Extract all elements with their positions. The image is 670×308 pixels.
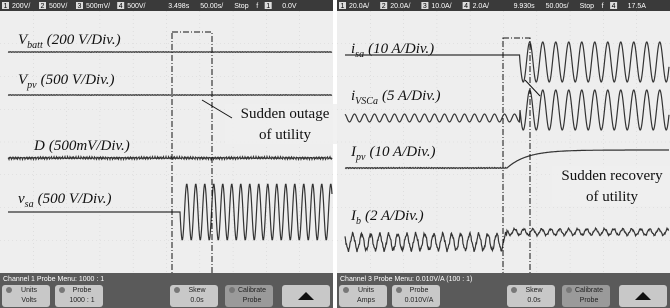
button-label: Units: [358, 287, 374, 294]
trace-scale: (2 A/Div.): [365, 208, 424, 224]
menu-title: Channel 3 Probe Menu: 0.010V/A (100 : 1): [340, 276, 472, 283]
channel-number: 3: [78, 3, 82, 10]
trace-subscript: b: [356, 216, 361, 227]
channel-scale: 500V/: [49, 3, 67, 10]
button-knob: [396, 287, 402, 293]
button-knob: [229, 287, 235, 293]
trace-subscript: sa: [25, 199, 34, 210]
status-trigger-level: 17.5A: [628, 3, 647, 10]
button-label: Calibrate: [575, 287, 603, 294]
scope-panel: 1 20.0A/2 20.0A/3 10.0A/4 2.0A/9.930s 50.00s/…: [337, 0, 670, 308]
status-trigger-channel: 1: [266, 3, 270, 10]
channel-scale: 20.0A/: [349, 3, 369, 10]
button-label: Skew: [188, 287, 206, 294]
status-position: 3.498s: [168, 3, 190, 10]
channel-number: 1: [341, 3, 345, 10]
button-label: Probe: [410, 287, 429, 294]
trace-subscript: batt: [27, 40, 43, 51]
status-trigger-level: 0.0V: [282, 3, 297, 10]
button-knob: [511, 287, 517, 293]
channel-scale: 20.0A/: [390, 3, 410, 10]
status-timebase: 50.00s/: [200, 3, 223, 10]
button-knob: [6, 287, 12, 293]
channel-number: 2: [41, 3, 45, 10]
waveform: [8, 52, 332, 53]
button-label: Units: [21, 287, 37, 294]
trace-scale: (10 A/Div.): [369, 144, 435, 160]
button-label: Probe: [73, 287, 92, 294]
channel-number: 4: [119, 3, 123, 10]
status-state: Stop: [580, 3, 595, 10]
trace-scale: (10 A/Div.): [368, 41, 434, 57]
button-value: 0.0s: [527, 297, 541, 304]
status-trigger-channel: 4: [612, 3, 616, 10]
annotation-line: Sudden outage: [241, 106, 330, 122]
button-value: 0.010V/A: [405, 297, 434, 304]
button-knob: [174, 287, 180, 293]
trace-scale: (500mV/Div.): [49, 138, 130, 154]
trace-scale: (500 V/Div.): [38, 191, 112, 207]
button-value: Probe: [243, 297, 262, 304]
trace-scale: (5 A/Div.): [382, 88, 441, 104]
menu-title: Channel 1 Probe Menu: 1000 : 1: [3, 276, 104, 283]
button-value: Volts: [21, 297, 37, 304]
channel-scale: 2.0A/: [473, 3, 489, 10]
channel-number: 4: [464, 3, 468, 10]
button-label: Skew: [525, 287, 543, 294]
annotation-line: of utility: [586, 189, 639, 205]
status-timebase: 50.00s/: [546, 3, 569, 10]
annotation-line: Sudden recovery: [561, 168, 663, 184]
button-knob: [566, 287, 572, 293]
annotation-line: of utility: [259, 127, 312, 143]
button-value: Amps: [357, 297, 375, 304]
trace-scale: (500 V/Div.): [41, 72, 115, 88]
trace-symbol: D: [33, 138, 45, 154]
channel-scale: 500mV/: [86, 3, 110, 10]
waveform: [8, 95, 332, 96]
trace-scale: (200 V/Div.): [47, 32, 121, 48]
button-value: 0.0s: [190, 297, 204, 304]
button-knob: [59, 287, 65, 293]
status-trigger-symbol: f: [602, 3, 604, 10]
channel-scale: 500V/: [127, 3, 145, 10]
scope-panel: 1 200V/2 500V/3 500mV/4 500V/3.498s 50.00s/St…: [0, 0, 345, 308]
trace-subscript: pv: [355, 152, 366, 163]
channel-number: 3: [423, 3, 427, 10]
channel-scale: 10.0A/: [431, 3, 451, 10]
status-position: 9.930s: [514, 3, 536, 10]
status-trigger-symbol: f: [256, 3, 258, 10]
button-value: Probe: [580, 297, 599, 304]
trace-subscript: pv: [26, 80, 37, 91]
channel-number: 1: [4, 3, 8, 10]
status-state: Stop: [234, 3, 249, 10]
trace-subscript: sa: [355, 49, 364, 60]
channel-number: 2: [382, 3, 386, 10]
button-value: 1000 : 1: [69, 297, 94, 304]
channel-scale: 200V/: [12, 3, 30, 10]
button-label: Calibrate: [238, 287, 266, 294]
trace-subscript: VSCa: [355, 96, 378, 107]
button-knob: [343, 287, 349, 293]
oscilloscope-figure: 1 200V/2 500V/3 500mV/4 500V/3.498s 50.00s/St…: [0, 0, 670, 308]
